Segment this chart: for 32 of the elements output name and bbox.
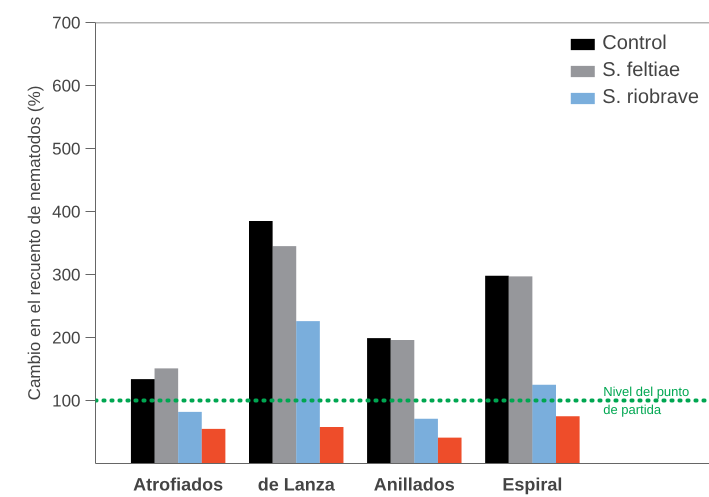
x-tick-label: Anillados — [374, 474, 455, 494]
legend-label: Control — [602, 32, 667, 55]
bar — [130, 379, 155, 464]
bar — [390, 340, 414, 464]
legend-label: S. riobrave — [602, 86, 699, 109]
x-tick-label: Espiral — [502, 474, 562, 494]
bar — [485, 276, 509, 464]
y-tick-label: 400 — [52, 202, 81, 222]
legend-label: S. feltiae — [602, 59, 680, 82]
bar — [414, 418, 438, 464]
bar — [438, 438, 462, 464]
y-tick-label: 300 — [52, 266, 81, 284]
bar — [532, 384, 556, 464]
y-tick-label: 500 — [52, 140, 81, 158]
y-tick-label: 200 — [52, 328, 81, 348]
bar — [508, 276, 532, 464]
bar — [202, 428, 226, 464]
y-tick-label: 600 — [52, 76, 81, 96]
bar — [178, 412, 202, 464]
bar — [154, 368, 178, 464]
bar — [367, 338, 391, 464]
bar — [249, 220, 273, 464]
x-tick-label: de Lanza — [258, 474, 336, 494]
bar — [272, 246, 296, 464]
bar — [556, 416, 580, 464]
y-axis-title: Cambio en el recuento de nematodos (%) — [25, 86, 44, 400]
bar — [320, 426, 344, 464]
bar — [296, 321, 320, 464]
y-tick-label: 700 — [52, 14, 81, 32]
y-tick-label: 100 — [52, 392, 81, 410]
x-tick-label: Atrofiados — [133, 474, 224, 494]
ref-line-label: Nivel del punto de partida — [603, 384, 690, 417]
